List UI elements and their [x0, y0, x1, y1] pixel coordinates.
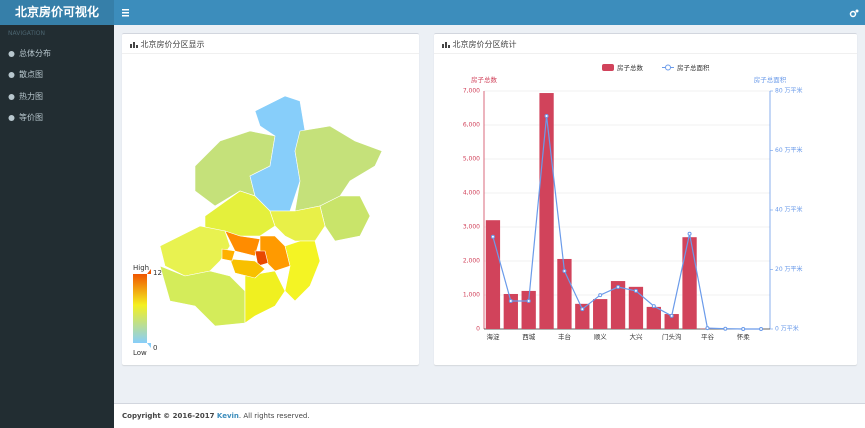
x-tick-label: 平谷: [701, 332, 715, 341]
legend-swatch: [602, 64, 614, 71]
line-point: [723, 326, 728, 331]
line-point: [651, 304, 656, 309]
visual-map-handle[interactable]: [147, 269, 151, 274]
bar: [664, 314, 679, 329]
settings-icon[interactable]: [849, 8, 859, 18]
bar: [575, 303, 590, 329]
x-tick-label: 西城: [522, 333, 536, 341]
line-point: [544, 113, 549, 118]
line-point: [759, 327, 764, 331]
y-axis-title: 房子总数: [471, 75, 498, 84]
bar: [628, 286, 644, 329]
line-point: [580, 307, 585, 312]
bar: [539, 93, 554, 329]
line-point: [526, 299, 531, 304]
y2-tick-label: 40 万平米: [775, 206, 803, 214]
map: High 12 0 Low: [133, 95, 383, 357]
top-bar: [114, 0, 865, 25]
x-tick-label: 海淀: [486, 332, 500, 341]
panel-header: 北京房价分区显示: [130, 39, 205, 50]
visual-map-min: 0: [153, 344, 157, 352]
bar: [646, 306, 661, 329]
visual-map-high: High: [133, 264, 149, 272]
nav-label: 总体分布: [19, 49, 51, 58]
line: [492, 115, 762, 330]
line-point: [741, 327, 746, 331]
menu-toggle[interactable]: [121, 8, 131, 18]
y-tick-label: 4,000: [463, 190, 480, 197]
nav-label: 等价图: [19, 113, 43, 122]
y-tick-label: 7,000: [463, 88, 480, 95]
line-point: [633, 288, 638, 293]
line-point: [687, 231, 692, 236]
bar: [593, 299, 608, 329]
x-tick-label: 丰台: [558, 332, 571, 341]
legend-label: 房子总数: [617, 63, 644, 72]
bar: [610, 281, 626, 329]
line-point: [490, 234, 495, 239]
footer: Copyright © 2016-2017 Kevin. All rights …: [114, 403, 865, 428]
district[interactable]: [159, 265, 246, 327]
x-tick-label: 门头沟: [662, 332, 682, 341]
visual-map-low: Low: [133, 349, 147, 357]
visual-map-max: 12: [153, 269, 162, 277]
district[interactable]: [254, 250, 269, 267]
y2-axis-title: 房子总面积: [754, 75, 787, 84]
district[interactable]: [159, 225, 231, 277]
legend-swatch: [665, 64, 671, 71]
y-tick-label: 0: [476, 326, 480, 333]
author-link[interactable]: Kevin: [216, 412, 239, 420]
line-point: [705, 326, 710, 331]
x-tick-label: 顺义: [594, 333, 608, 341]
district[interactable]: [244, 270, 286, 324]
legend-label: 房子总面积: [677, 63, 710, 72]
district[interactable]: [224, 230, 261, 257]
panel-header: 北京房价分区统计: [442, 39, 517, 50]
brand[interactable]: 北京房价可视化: [0, 0, 114, 25]
sidebar: NAVIGATION 总体分布 散点图 热力图 等价图: [0, 25, 114, 428]
visual-map-bar: [133, 274, 147, 343]
line-point: [616, 285, 621, 290]
y2-tick-label: 60 万平米: [775, 146, 803, 154]
x-tick-label: 怀柔: [737, 332, 751, 341]
line-point: [669, 313, 674, 318]
panel-title: 北京房价分区显示: [140, 40, 205, 49]
district[interactable]: [294, 125, 383, 212]
y-tick-label: 3,000: [463, 224, 480, 231]
nav-label: 散点图: [19, 70, 43, 79]
panel-title: 北京房价分区统计: [452, 40, 517, 49]
nav-heading: NAVIGATION: [8, 30, 46, 37]
nav-label: 热力图: [19, 92, 43, 101]
nav-item[interactable]: 等价图: [8, 112, 43, 123]
bar: [503, 293, 518, 329]
y-tick-label: 6,000: [463, 122, 480, 129]
line-point: [508, 299, 513, 304]
nav-item[interactable]: 总体分布: [8, 48, 51, 59]
chart: 0 1,000 2,000 3,000 4,000 5,000 6,000 7,000 0 万平…: [463, 63, 803, 341]
rights: . All rights reserved.: [238, 412, 310, 420]
y-tick-label: 5,000: [463, 156, 480, 163]
visual-map-handle[interactable]: [147, 343, 151, 348]
district[interactable]: [284, 240, 321, 302]
nav-item[interactable]: 热力图: [8, 91, 43, 102]
bar: [682, 237, 697, 329]
chart-panel: 北京房价分区统计 0 1,000 2,000 3,000 4,000 5,000 6,000…: [434, 33, 857, 365]
copyright: Copyright © 2016-2017: [122, 412, 217, 420]
bar: [557, 258, 572, 329]
y-tick-label: 2,000: [463, 258, 480, 265]
y2-tick-label: 0 万平米: [775, 325, 799, 333]
y2-tick-label: 80 万平米: [775, 87, 803, 95]
y-tick-label: 1,000: [463, 292, 480, 299]
line-point: [598, 293, 603, 298]
district[interactable]: [269, 205, 326, 242]
y2-tick-label: 20 万平米: [775, 265, 803, 273]
line-point: [562, 268, 567, 273]
nav-item[interactable]: 散点图: [8, 69, 43, 80]
map-panel: 北京房价分区显示 High 12 0 Low: [122, 33, 419, 365]
x-tick-label: 大兴: [629, 332, 643, 341]
district[interactable]: [319, 195, 371, 242]
district[interactable]: [229, 258, 266, 279]
district[interactable]: [221, 248, 236, 262]
